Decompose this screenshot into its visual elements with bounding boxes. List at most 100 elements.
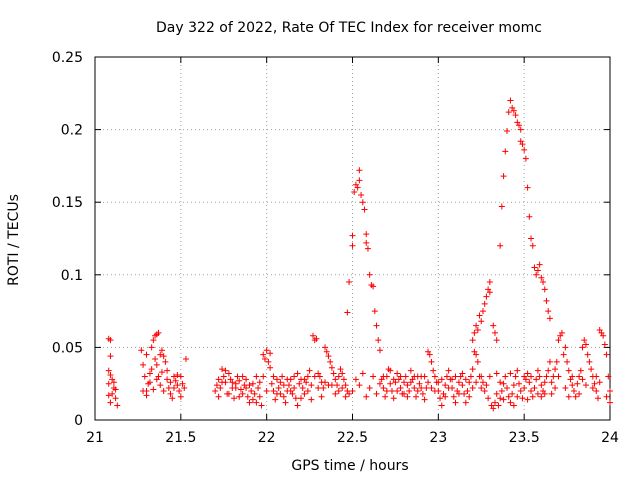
data-point: [407, 379, 414, 386]
data-point: [497, 242, 504, 249]
data-point: [160, 353, 167, 360]
data-point: [569, 382, 576, 389]
data-point: [243, 376, 250, 383]
data-point: [574, 380, 581, 387]
data-point: [373, 322, 380, 329]
data-point: [536, 261, 543, 268]
data-point: [308, 396, 315, 403]
y-tick-label: 0.15: [52, 195, 83, 211]
data-point: [272, 396, 279, 403]
data-point: [469, 337, 476, 344]
data-point: [565, 393, 572, 400]
data-points: [105, 97, 613, 412]
data-point: [239, 390, 246, 397]
data-point: [112, 386, 119, 393]
data-point: [282, 399, 289, 406]
data-point: [576, 373, 583, 380]
data-point: [323, 348, 330, 355]
data-point: [401, 390, 407, 397]
data-point: [524, 396, 531, 403]
data-point: [249, 380, 256, 387]
y-tick-label: 0.2: [61, 123, 83, 139]
data-point: [438, 376, 445, 383]
data-point: [425, 379, 432, 386]
data-point: [114, 402, 121, 409]
data-point: [349, 232, 356, 239]
data-point: [107, 353, 114, 360]
data-point: [421, 373, 428, 380]
data-point: [182, 356, 189, 363]
data-point: [536, 373, 543, 380]
data-point: [426, 351, 433, 358]
data-point: [531, 385, 538, 392]
data-point: [504, 128, 510, 135]
data-point: [500, 396, 507, 403]
data-point: [380, 373, 387, 380]
data-point: [285, 382, 292, 389]
data-point: [507, 370, 514, 377]
data-point: [229, 379, 236, 386]
data-point: [376, 380, 383, 387]
data-point: [373, 390, 380, 397]
data-point: [498, 387, 505, 394]
data-point: [481, 300, 488, 307]
data-point: [553, 358, 560, 365]
data-point: [533, 271, 540, 278]
data-point: [514, 367, 521, 374]
data-point: [481, 387, 488, 394]
data-point: [310, 332, 317, 339]
x-tick-label: 22: [258, 430, 276, 446]
data-point: [388, 387, 395, 394]
data-point: [105, 367, 112, 374]
data-point: [517, 126, 524, 133]
data-point: [356, 382, 363, 389]
data-point: [292, 395, 299, 402]
data-point: [596, 379, 603, 386]
data-point: [150, 337, 157, 344]
data-point: [352, 376, 359, 383]
data-point: [411, 373, 418, 380]
data-point: [562, 385, 569, 392]
data-point: [380, 385, 387, 392]
data-point: [603, 393, 610, 400]
data-point: [593, 387, 600, 394]
data-point: [170, 385, 177, 392]
data-point: [356, 167, 363, 174]
data-point: [382, 393, 389, 400]
data-point: [404, 393, 411, 400]
data-point: [107, 371, 114, 378]
data-point: [521, 385, 528, 392]
data-point: [296, 380, 303, 387]
data-point: [582, 382, 589, 389]
data-point: [605, 373, 612, 380]
data-point: [167, 390, 174, 397]
y-tick-label: 0: [74, 413, 83, 429]
data-point: [445, 367, 452, 374]
data-point: [275, 385, 282, 392]
data-point: [493, 337, 500, 344]
data-point: [375, 337, 382, 344]
x-tick-labels: 21 21.5 22 22.5 23 23.5 24: [86, 430, 619, 446]
data-point: [371, 308, 378, 315]
data-point: [164, 376, 171, 383]
data-point: [150, 386, 157, 393]
data-point: [485, 395, 492, 402]
data-point: [342, 382, 349, 389]
data-point: [600, 332, 607, 339]
data-point: [243, 385, 250, 392]
data-point: [510, 107, 517, 114]
data-point: [546, 358, 553, 365]
data-point: [558, 329, 565, 336]
data-point: [548, 390, 555, 397]
data-point: [541, 286, 548, 293]
data-point: [500, 380, 507, 387]
data-point: [215, 393, 222, 400]
data-point: [155, 329, 162, 336]
data-point: [340, 376, 347, 383]
data-point: [107, 399, 114, 406]
data-point: [383, 387, 390, 394]
data-point: [280, 393, 287, 400]
data-point: [569, 373, 576, 380]
data-point: [152, 356, 159, 363]
data-point: [533, 376, 540, 383]
